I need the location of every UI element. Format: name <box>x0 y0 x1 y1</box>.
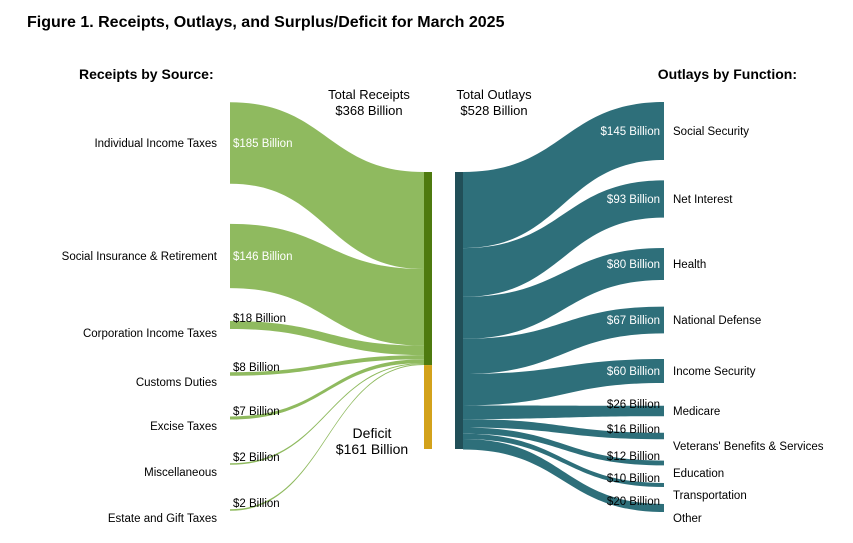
deficit-node <box>424 365 432 449</box>
outlay-band-education <box>463 427 664 466</box>
total-outlays-title: Total Outlays <box>456 87 532 102</box>
outlay-value-label: $80 Billion <box>607 259 660 271</box>
total-outlays-value: $528 Billion <box>460 103 528 118</box>
outlay-function-label: Social Security <box>673 126 749 138</box>
outlay-function-label: Education <box>673 468 724 480</box>
outlay-band-medicare <box>463 405 664 420</box>
receipt-value-label: $185 Billion <box>233 138 292 150</box>
receipt-source-label: Individual Income Taxes <box>94 138 217 150</box>
outlay-value-label: $12 Billion <box>607 451 660 463</box>
figure-title: Figure 1. Receipts, Outlays, and Surplus… <box>27 14 505 31</box>
outlay-value-label: $10 Billion <box>607 473 660 485</box>
outlay-band-net-interest <box>463 180 664 297</box>
receipt-value-label: $8 Billion <box>233 362 280 374</box>
outlay-function-label: Net Interest <box>673 194 733 206</box>
outlay-function-label: Other <box>673 513 702 525</box>
deficit-label: Deficit $161 Billion <box>312 425 432 457</box>
receipt-band-corporation-income-taxes <box>230 321 424 356</box>
outlay-band-health <box>463 248 664 339</box>
receipt-source-label: Customs Duties <box>136 377 217 389</box>
receipt-source-label: Social Insurance & Retirement <box>62 251 218 263</box>
outlay-function-label: National Defense <box>673 315 761 327</box>
receipt-band-miscellaneous <box>230 362 424 465</box>
outlay-function-label: Income Security <box>673 366 756 378</box>
receipt-source-label: Excise Taxes <box>150 421 217 433</box>
outlay-value-label: $60 Billion <box>607 366 660 378</box>
receipt-source-label: Estate and Gift Taxes <box>108 513 217 525</box>
outlay-function-label: Health <box>673 259 706 271</box>
receipt-band-estate-and-gift-taxes <box>230 364 424 511</box>
outlay-band-national-defense <box>463 306 664 374</box>
outlay-value-label: $93 Billion <box>607 194 660 206</box>
outlay-band-other <box>463 439 664 512</box>
total-outlays-label: Total Outlays $528 Billion <box>434 87 554 119</box>
outlay-value-label: $67 Billion <box>607 315 660 327</box>
outlay-band-transportation <box>463 433 664 487</box>
outlays-header: Outlays by Function: <box>657 66 797 82</box>
outlay-function-label: Transportation <box>673 490 747 502</box>
receipt-value-label: $7 Billion <box>233 406 280 418</box>
outlay-value-label: $26 Billion <box>607 399 660 411</box>
receipt-band-excise-taxes <box>230 359 424 420</box>
receipt-source-label: Corporation Income Taxes <box>83 328 217 340</box>
receipt-value-label: $2 Billion <box>233 452 280 464</box>
receipt-source-label: Miscellaneous <box>144 467 217 479</box>
receipt-value-label: $18 Billion <box>233 313 286 325</box>
outlay-band-veterans-benefits-services <box>463 419 664 440</box>
deficit-value: $161 Billion <box>335 441 409 457</box>
outlay-band-income-security <box>463 359 664 406</box>
total-receipts-title: Total Receipts <box>328 87 410 102</box>
deficit-title: Deficit <box>352 425 392 441</box>
receipts-header: Receipts by Source: <box>79 66 214 82</box>
outlay-value-label: $145 Billion <box>601 126 660 138</box>
total-receipts-label: Total Receipts $368 Billion <box>309 87 429 119</box>
outlay-function-label: Veterans' Benefits & Services <box>673 441 824 453</box>
outlay-band-social-security <box>463 102 664 249</box>
receipt-value-label: $2 Billion <box>233 498 280 510</box>
total-outlays-node <box>455 172 463 449</box>
total-receipts-value: $368 Billion <box>335 103 403 118</box>
total-receipts-node <box>424 172 432 366</box>
outlay-value-label: $16 Billion <box>607 424 660 436</box>
receipt-band-customs-duties <box>230 355 424 376</box>
outlay-function-label: Medicare <box>673 406 720 418</box>
receipt-band-individual-income-taxes <box>230 102 424 270</box>
outlay-value-label: $20 Billion <box>607 496 660 508</box>
receipt-band-social-insurance-retirement <box>230 223 424 346</box>
receipt-value-label: $146 Billion <box>233 251 292 263</box>
